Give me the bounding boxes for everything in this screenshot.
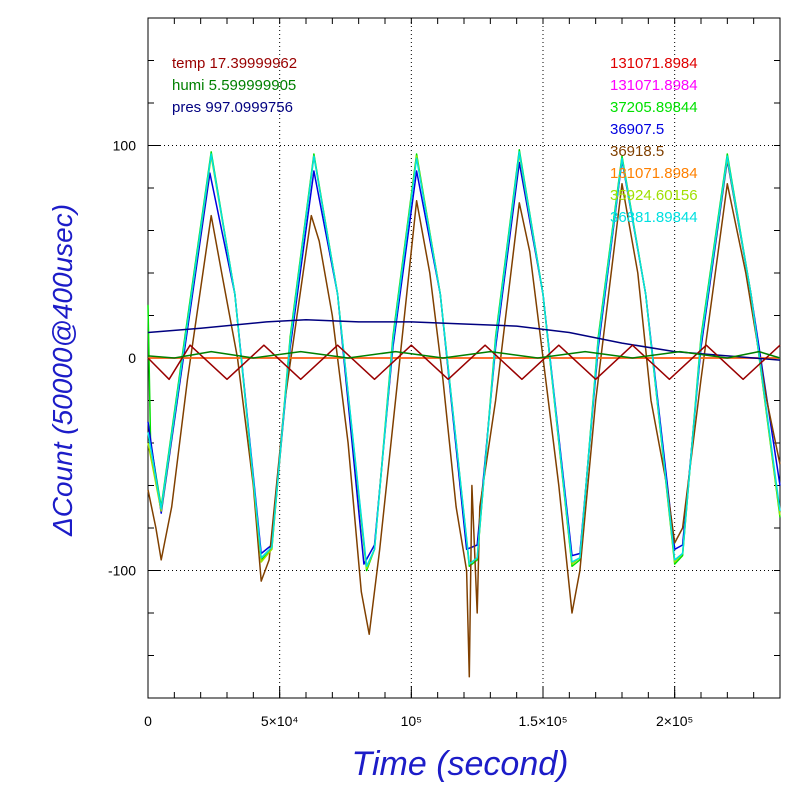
- plot-layer: 0 5×10⁴ 10⁵ 1.5×10⁵ 2×10⁵ 100 0 -100 temp 17.399…: [108, 17, 781, 729]
- x-tick-label: 0: [144, 713, 152, 729]
- x-axis-label: Time (second): [352, 745, 569, 783]
- legend-entry: 131071.8984: [610, 77, 698, 94]
- legend-entry: 35924.60156: [610, 187, 698, 204]
- x-tick-label: 2×10⁵: [656, 713, 693, 729]
- series-line: [147, 350, 781, 359]
- series-line: [147, 344, 781, 381]
- x-tick-label: 1.5×10⁵: [518, 713, 567, 729]
- x-tick-label: 5×10⁴: [261, 713, 299, 729]
- legend-entry: 131071.8984: [610, 165, 698, 182]
- annotation-text: pres 997.0999756: [172, 99, 293, 116]
- legend-entry: 36881.89844: [610, 209, 698, 226]
- y-tick-label: -100: [108, 563, 136, 579]
- annotation-text: humi 5.599999905: [172, 77, 296, 94]
- y-tick-label: 100: [113, 138, 137, 154]
- y-axis-label: ΔCount (50000@400usec): [47, 204, 78, 537]
- legend-entry: 36918.5: [610, 143, 664, 160]
- series-line: [147, 151, 781, 568]
- y-tick-label: 0: [128, 350, 136, 366]
- legend-entry: 131071.8984: [610, 55, 698, 72]
- legend-entry: 36907.5: [610, 121, 664, 138]
- annotation-text: temp 17.39999962: [172, 55, 297, 72]
- x-tick-label: 10⁵: [401, 713, 422, 729]
- legend-entry: 37205.89844: [610, 99, 698, 116]
